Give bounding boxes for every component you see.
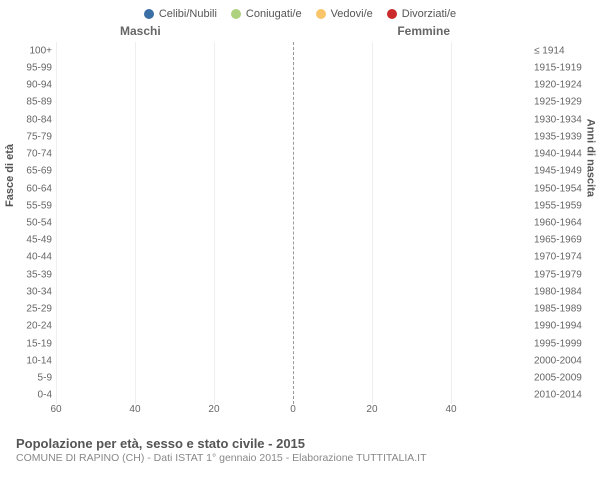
legend-swatch	[231, 9, 241, 19]
y-axis-left: 100+ 95-99 90-94 85-89 80-84 75-79 70-74 65-69 6…	[10, 42, 52, 432]
legend-swatch	[316, 9, 326, 19]
age-label: 75-79	[26, 131, 52, 142]
bar-row	[56, 388, 530, 402]
x-axis: 60402002040	[56, 404, 530, 420]
x-tick: 60	[50, 404, 61, 415]
bar-row	[56, 95, 530, 109]
bar-row	[56, 233, 530, 247]
population-pyramid: Celibi/Nubili Coniugati/e Vedovi/e Divorzia…	[0, 0, 600, 500]
bar-row	[56, 216, 530, 230]
birth-year-label: 2005-2009	[534, 373, 582, 384]
gender-labels: Maschi Femmine	[10, 24, 590, 40]
age-label: 45-49	[26, 235, 52, 246]
x-tick: 20	[208, 404, 219, 415]
birth-year-label: 1920-1924	[534, 80, 582, 91]
birth-year-label: 1960-1964	[534, 218, 582, 229]
age-label: 85-89	[26, 97, 52, 108]
age-label: 60-64	[26, 183, 52, 194]
age-label: 5-9	[38, 373, 52, 384]
age-label: 35-39	[26, 269, 52, 280]
age-label: 70-74	[26, 149, 52, 160]
age-label: 25-29	[26, 304, 52, 315]
legend-swatch	[144, 9, 154, 19]
birth-year-label: 1935-1939	[534, 131, 582, 142]
bar-row	[56, 147, 530, 161]
y-axis-right: ≤ 1914 1915-1919 1920-1924 1925-1929 1930-19…	[534, 42, 590, 432]
birth-year-label: 1945-1949	[534, 166, 582, 177]
bar-row	[56, 199, 530, 213]
age-label: 65-69	[26, 166, 52, 177]
x-tick: 40	[129, 404, 140, 415]
birth-year-label: 1955-1959	[534, 200, 582, 211]
legend-item: Divorziati/e	[387, 8, 456, 20]
legend: Celibi/Nubili Coniugati/e Vedovi/e Divorzia…	[10, 8, 590, 20]
birth-year-label: 1915-1919	[534, 62, 582, 73]
legend-item: Vedovi/e	[316, 8, 373, 20]
legend-item: Coniugati/e	[231, 8, 302, 20]
x-tick: 40	[445, 404, 456, 415]
x-tick: 0	[290, 404, 296, 415]
birth-year-label: ≤ 1914	[534, 45, 565, 56]
age-label: 0-4	[38, 390, 52, 401]
age-label: 30-34	[26, 286, 52, 297]
birth-year-label: 2000-2004	[534, 355, 582, 366]
age-label: 40-44	[26, 252, 52, 263]
bar-row	[56, 336, 530, 350]
bar-row	[56, 43, 530, 57]
birth-year-label: 1940-1944	[534, 149, 582, 160]
legend-label: Coniugati/e	[246, 8, 302, 20]
age-label: 100+	[29, 45, 52, 56]
birth-year-label: 1970-1974	[534, 252, 582, 263]
age-label: 80-84	[26, 114, 52, 125]
chart-title: Popolazione per età, sesso e stato civil…	[16, 436, 584, 451]
chart-subtitle: COMUNE DI RAPINO (CH) - Dati ISTAT 1° ge…	[16, 452, 584, 464]
footer: Popolazione per età, sesso e stato civil…	[10, 436, 590, 464]
legend-label: Celibi/Nubili	[159, 8, 217, 20]
legend-label: Vedovi/e	[331, 8, 373, 20]
bar-row	[56, 285, 530, 299]
birth-year-label: 1950-1954	[534, 183, 582, 194]
bar-row	[56, 61, 530, 75]
bar-row	[56, 78, 530, 92]
bar-row	[56, 267, 530, 281]
legend-label: Divorziati/e	[402, 8, 456, 20]
label-male: Maschi	[120, 24, 161, 38]
birth-year-label: 1985-1989	[534, 304, 582, 315]
label-female: Femmine	[397, 24, 450, 38]
bar-row	[56, 371, 530, 385]
birth-year-label: 1930-1934	[534, 114, 582, 125]
bar-row	[56, 164, 530, 178]
plot-area: Fasce di età Anni di nascita 100+95-9990…	[10, 42, 590, 432]
bars-container	[56, 42, 530, 404]
birth-year-label: 1965-1969	[534, 235, 582, 246]
age-label: 55-59	[26, 200, 52, 211]
bar-row	[56, 112, 530, 126]
age-label: 50-54	[26, 218, 52, 229]
legend-swatch	[387, 9, 397, 19]
bar-row	[56, 302, 530, 316]
age-label: 90-94	[26, 80, 52, 91]
birth-year-label: 2010-2014	[534, 390, 582, 401]
bar-row	[56, 130, 530, 144]
birth-year-label: 1975-1979	[534, 269, 582, 280]
x-tick: 20	[366, 404, 377, 415]
bar-row	[56, 181, 530, 195]
age-label: 20-24	[26, 321, 52, 332]
bar-row	[56, 319, 530, 333]
age-label: 15-19	[26, 338, 52, 349]
legend-item: Celibi/Nubili	[144, 8, 217, 20]
age-label: 10-14	[26, 355, 52, 366]
age-label: 95-99	[26, 62, 52, 73]
birth-year-label: 1980-1984	[534, 286, 582, 297]
birth-year-label: 1925-1929	[534, 97, 582, 108]
bar-row	[56, 250, 530, 264]
birth-year-label: 1995-1999	[534, 338, 582, 349]
birth-year-label: 1990-1994	[534, 321, 582, 332]
bar-row	[56, 354, 530, 368]
